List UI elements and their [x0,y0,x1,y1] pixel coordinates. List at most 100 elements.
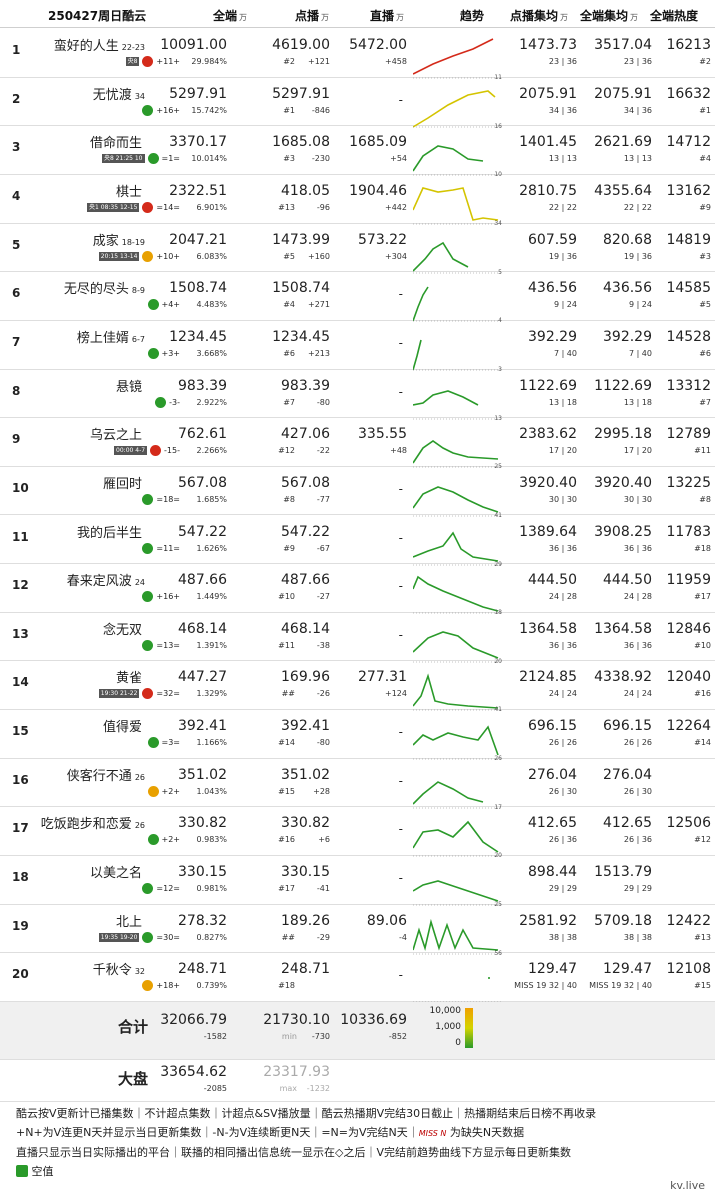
row-heat: 12846 [666,620,711,637]
row-avg-all-sub: 26 | 26 [623,738,652,748]
row-live-empty: - [398,530,403,545]
row-avg-vod-sub: 36 | 36 [548,543,577,553]
row-vod: 169.96 [281,669,330,686]
table-row: 2 无忧渡 34 +16+ 5297.91 15.742% 5297.91 #1 -846 - 16… [0,78,715,129]
row-rank: 5 [12,237,21,252]
row-avg-vod: 2383.62 [519,426,577,443]
row-vod-rank: #18 [278,981,295,991]
trend-end-label: 10 [494,171,502,177]
row-title: 黄雀 [115,671,142,687]
row-meta: +2+ [147,834,180,846]
row-all: 330.15 [178,864,227,881]
trend-sparkline: 25 [413,440,502,469]
trend-sparkline: 26 [413,725,502,761]
row-meta: 19:35 19-20 =30= [98,931,180,943]
update-status: =13= [156,640,180,650]
row-vod-rank: #5 [283,251,295,261]
footer-line-2: +N+为V连更N天并显示当日更新集数｜-N-为V连续断更N天｜=N=为V完结N天… [16,1126,525,1139]
update-status: +2+ [161,786,181,796]
header-all: 全端万 [213,9,248,23]
row-vod: 248.71 [281,961,330,978]
row-vod-delta: -26 [316,689,330,699]
trend-sparkline: 20 [413,821,502,858]
row-vod-rank: #3 [283,154,295,164]
row-live-delta: +304 [385,251,407,261]
row-vod-delta: -27 [316,592,330,602]
row-vod: 330.82 [281,815,330,832]
watermark: kv.live [670,1179,705,1192]
row-heat: 12264 [666,718,711,735]
footer-notes: 酷云按V更新计已播集数｜不计超点集数｜计超点&SV播放量｜酷云热播期V完结30日… [16,1104,706,1181]
row-heat: 16632 [666,85,711,102]
row-avg-all-sub: 19 | 36 [623,251,652,261]
table-row: 18 以美之名 =12= 330.15 0.981% 330.15 #17 -41 - 25 898… [0,856,715,907]
row-vod-rank: #6 [283,348,295,358]
row-vod: 547.22 [281,523,330,540]
row-heat: 12040 [666,669,711,686]
row-avg-all-sub: 34 | 36 [623,105,652,115]
color-legend: 10,000 1,000 0 [425,1006,485,1048]
row-vod-delta: -38 [316,640,330,650]
row-avg-vod: 276.04 [528,766,577,783]
update-status: =1= [161,154,181,164]
trend-line [413,89,496,128]
row-vod: 351.02 [281,766,330,783]
row-all: 447.27 [178,669,227,686]
market-label: 大盘 [118,1070,149,1088]
row-live-delta: +48 [390,446,407,456]
green-square-icon [16,1165,28,1177]
trend-line [413,821,499,854]
row-avg-all-sub: 26 | 36 [623,835,652,845]
row-meta: =3= [147,737,180,749]
row-avg-vod-sub: 26 | 36 [548,835,577,845]
row-heat-rank: #12 [694,835,711,845]
legend-mid: 1,000 [435,1022,461,1032]
header-avg-vod: 点播集均万 [510,9,569,23]
market-vod-delta: -1232 [306,1084,330,1093]
table-row: 16 侠客行不通 26 +2+ 351.02 1.043% 351.02 #15 +28 - 17 2… [0,759,715,810]
row-vod-rank: #1 [283,105,295,115]
trend-sparkline: 13 [413,389,502,421]
trend-line [413,575,499,612]
row-avg-vod-sub: 23 | 36 [548,57,577,66]
update-status: =14= [156,202,180,212]
row-live-delta: +442 [385,202,407,212]
row-title: 借命而生 [89,136,142,152]
header-avg-all: 全端集均万 [580,9,639,23]
row-avg-vod-sub: 13 | 18 [548,397,577,407]
market-vod: 23317.93 [263,1064,330,1080]
platform-logo-icon [142,104,154,116]
row-avg-all: 2075.91 [594,85,652,102]
update-status: =30= [156,932,180,942]
row-rank: 12 [12,578,29,593]
row-heat-rank: #11 [694,446,711,456]
update-status: +16+ [156,105,180,115]
platform-logo-icon [147,834,159,846]
row-heat-rank: #4 [699,154,711,164]
row-avg-all-sub: 30 | 30 [623,494,652,504]
row-vod-delta: +28 [313,786,330,796]
header-trend: 趋势 [460,9,485,23]
row-all: 487.66 [178,572,227,589]
channel-badge: 央1 08:35 12-15 [87,202,140,212]
row-avg-all: 3920.40 [594,474,652,491]
row-title: 值得爱 [102,720,142,736]
row-vod: 567.08 [281,474,330,491]
row-pct: 3.668% [196,348,227,358]
header-date: 250427周日酷云 [48,9,147,23]
row-vod: 1685.08 [272,134,330,151]
row-pct: 29.984% [191,57,227,66]
row-title: 春来定风波 24 [66,574,145,590]
row-pct: 10.014% [191,154,227,164]
row-rank: 14 [12,675,29,690]
row-vod-delta: -67 [316,543,330,553]
row-live-empty: - [398,92,403,107]
trend-end-label: 18 [494,609,502,615]
trend-end-label: 26 [494,755,502,761]
update-status: +10+ [156,251,180,261]
row-avg-vod: 3920.40 [519,474,577,491]
trend-sparkline [413,977,501,1003]
channel-badge: 20:15 13-14 [98,251,140,261]
row-all: 351.02 [178,766,227,783]
trend-end-label: 16 [494,123,502,129]
